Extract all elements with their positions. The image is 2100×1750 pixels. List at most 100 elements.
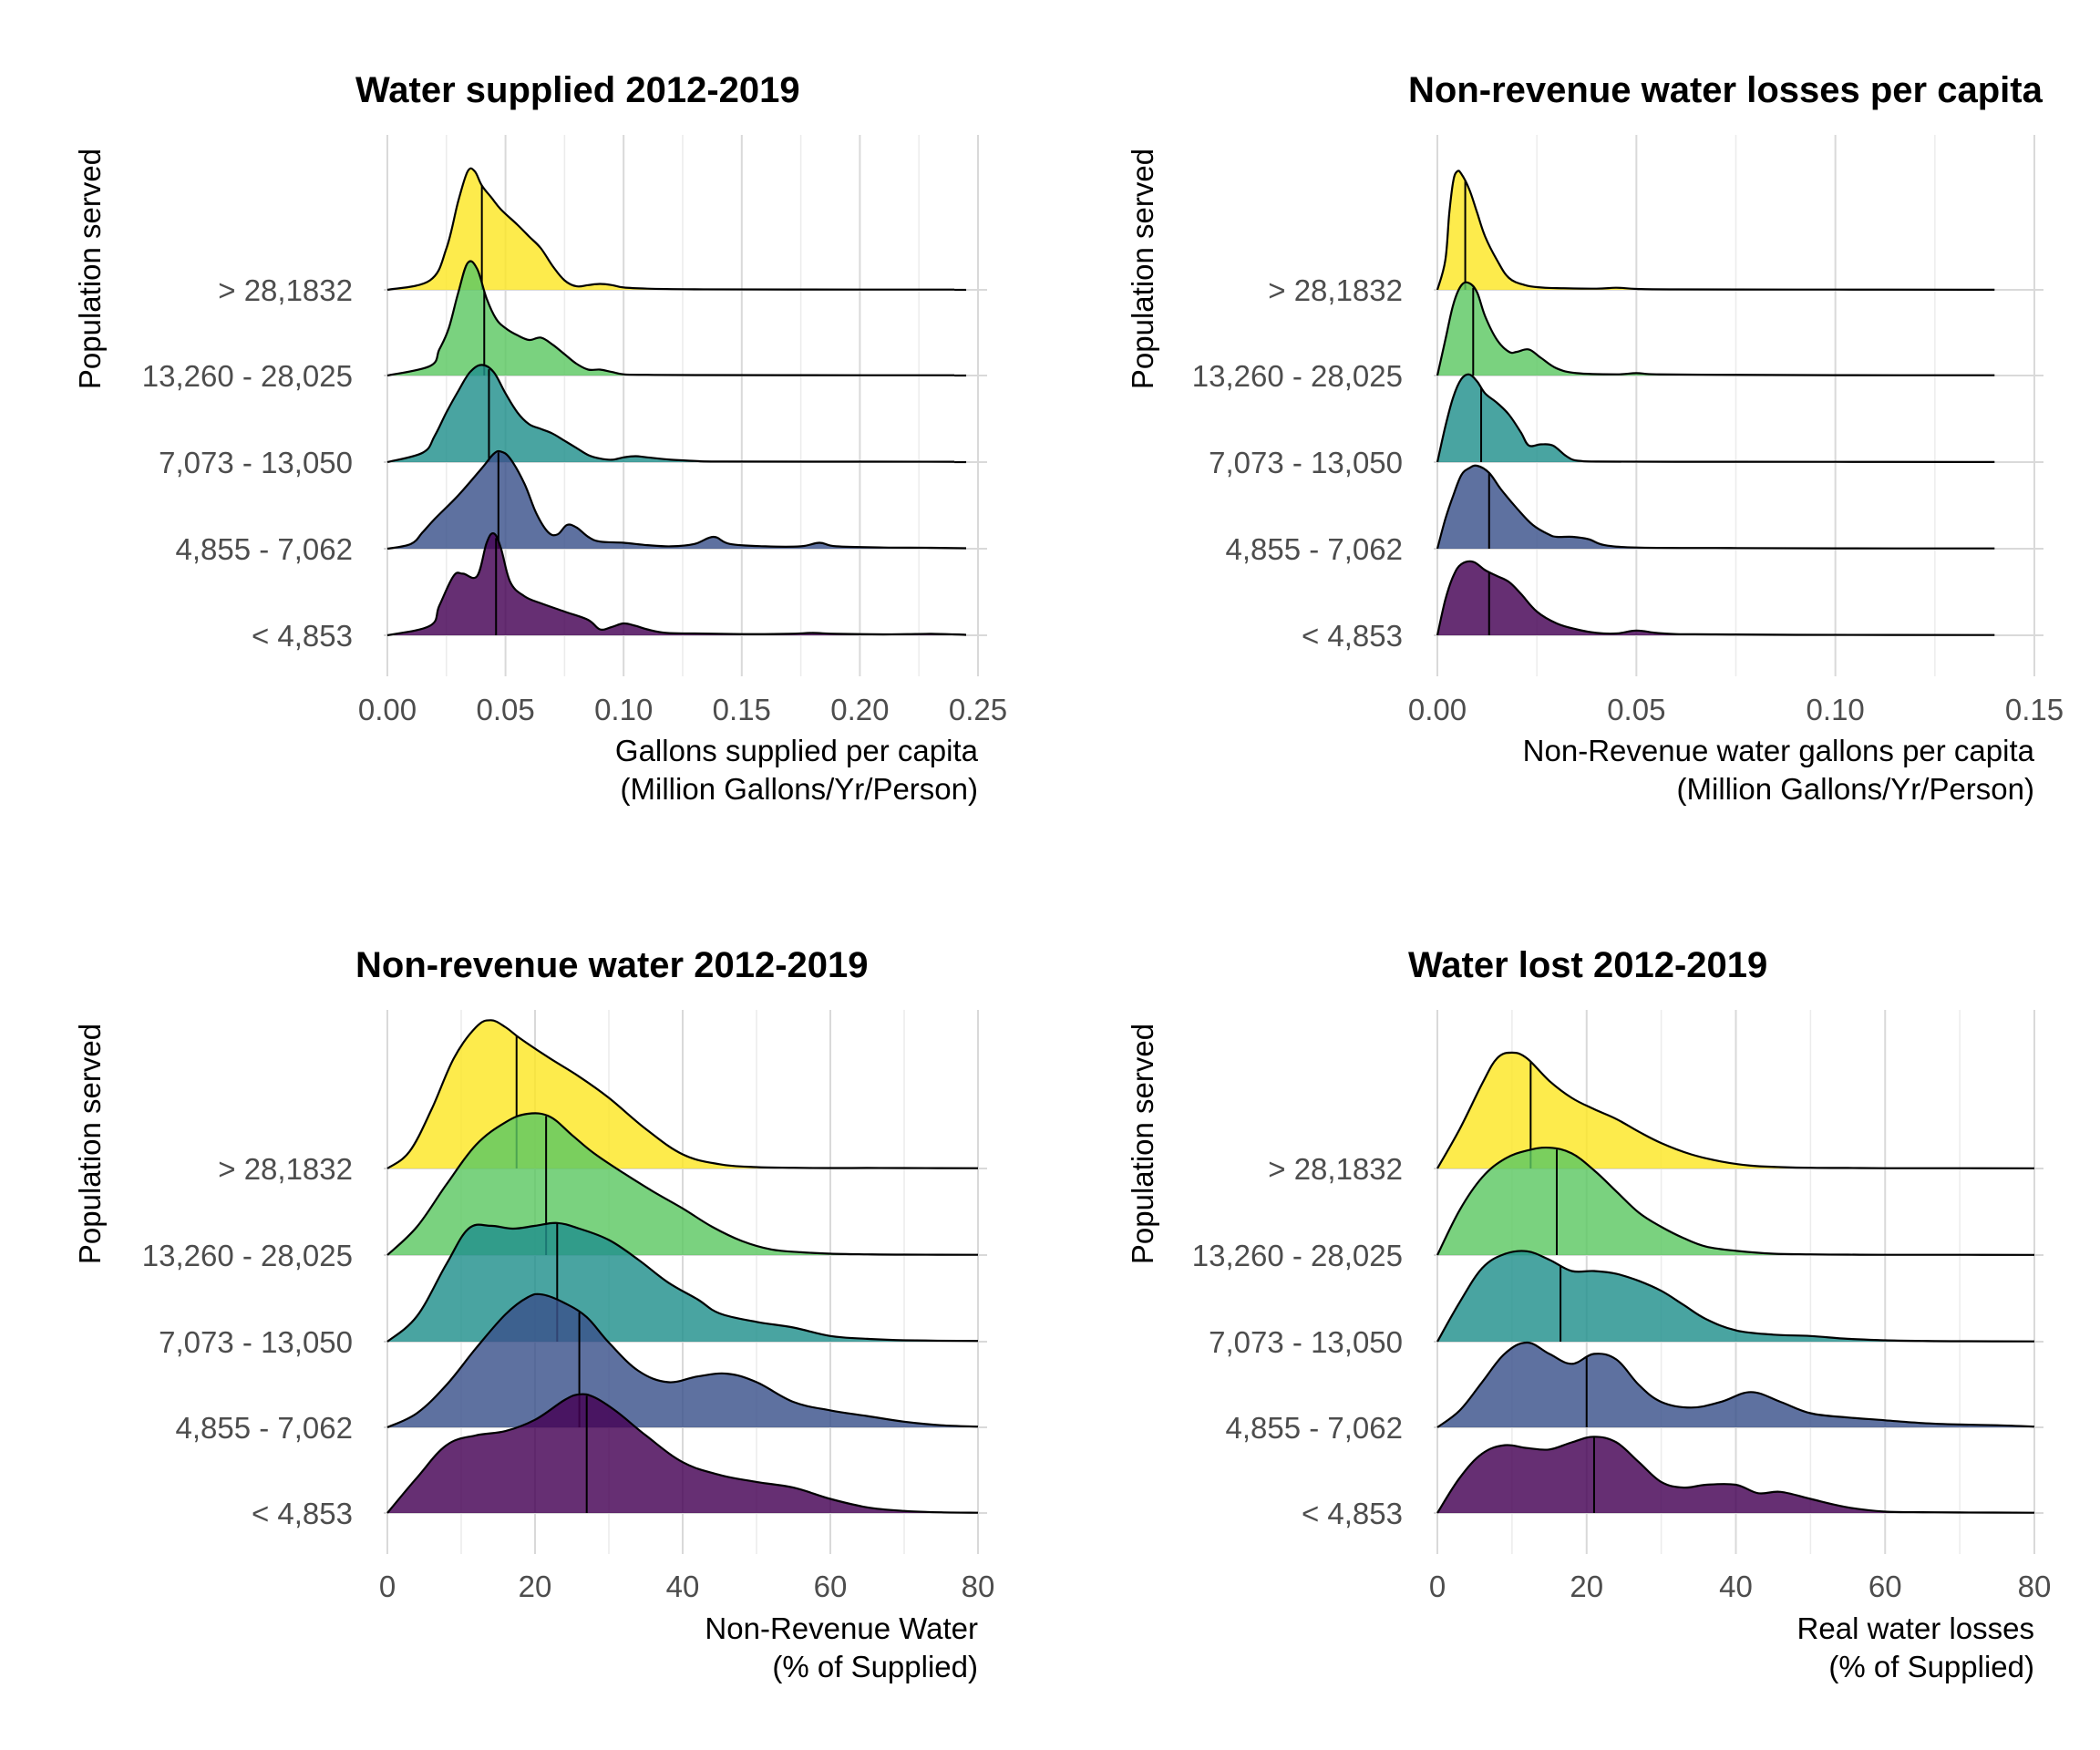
- density-outline: [386, 260, 955, 377]
- x-axis-title-line2: (% of Supplied): [1828, 1650, 2034, 1683]
- x-tick-label: 80: [962, 1570, 995, 1603]
- ridge-4-853: [386, 531, 967, 637]
- ridge-4-855-7-062: [1436, 464, 1995, 550]
- density-outline: [1436, 1341, 2035, 1428]
- y-tick-label: 13,260 - 28,025: [142, 359, 353, 393]
- density-area: [1437, 561, 1995, 635]
- panel-title: Non-revenue water losses per capita: [1408, 70, 2043, 110]
- y-tick-label: 4,855 - 7,062: [176, 532, 354, 566]
- x-tick-label: 0.05: [1607, 693, 1665, 726]
- density-outline: [386, 1019, 979, 1169]
- ridge-28-1832: [1436, 170, 1995, 291]
- density-area: [1437, 1052, 2034, 1168]
- ridge-4-853: [386, 1393, 979, 1514]
- x-tick-label: 40: [1719, 1570, 1753, 1603]
- density-area: [387, 1293, 978, 1427]
- y-tick-label: 7,073 - 13,050: [159, 446, 353, 479]
- density-outline: [386, 1112, 979, 1256]
- y-tick-label: > 28,1832: [1268, 1152, 1403, 1186]
- y-tick-label: < 4,853: [252, 1497, 353, 1530]
- density-outline: [386, 449, 967, 551]
- panel-4: < 4,853 4,855 - 7,062 7,073 - 13,050 13,260…: [1126, 945, 2051, 1683]
- density-area: [1437, 170, 1995, 290]
- density-outline: [1436, 373, 1995, 463]
- y-axis-title: Population served: [1126, 1024, 1159, 1264]
- density-outline: [1436, 281, 1995, 376]
- x-tick-label: 0.25: [949, 693, 1007, 726]
- density-area: [1437, 374, 1995, 462]
- y-axis-title: Population served: [1126, 149, 1159, 389]
- density-outline: [386, 1221, 979, 1343]
- density-area: [1437, 1251, 2034, 1342]
- ridge-28-1832: [386, 167, 967, 292]
- x-tick-label: 0.10: [594, 693, 653, 726]
- density-outline: [1436, 170, 1995, 291]
- density-area: [1437, 1436, 2034, 1513]
- ridge-4-853: [1436, 1436, 2035, 1514]
- x-tick-label: 0: [1429, 1570, 1446, 1603]
- x-tick-label: 0.15: [713, 693, 771, 726]
- density-outline: [386, 1292, 979, 1428]
- density-area: [1437, 282, 1995, 376]
- density-outline: [1436, 1146, 2035, 1256]
- panel-3: < 4,853 4,855 - 7,062 7,073 - 13,050 13,260…: [73, 945, 994, 1683]
- y-tick-label: < 4,853: [252, 619, 353, 653]
- x-tick-label: 0.00: [358, 693, 417, 726]
- panel-title: Water supplied 2012-2019: [355, 70, 800, 110]
- density-outline: [1436, 1250, 2035, 1343]
- density-outline: [386, 1393, 979, 1514]
- ridge-7-073-13-050: [1436, 373, 1995, 463]
- x-tick-label: 20: [519, 1570, 552, 1603]
- x-axis-title-line1: Real water losses: [1797, 1611, 2034, 1645]
- ridge-7-073-13-050: [386, 364, 967, 464]
- ridge-4-855-7-062: [386, 449, 967, 551]
- y-tick-label: 7,073 - 13,050: [159, 1325, 353, 1359]
- density-outline: [386, 167, 955, 292]
- x-axis-title-line2: (Million Gallons/Yr/Person): [621, 772, 978, 806]
- y-tick-label: > 28,1832: [1268, 273, 1403, 307]
- density-area: [1437, 465, 1995, 549]
- density-area: [387, 1113, 978, 1255]
- density-area: [387, 450, 966, 549]
- density-area: [387, 261, 955, 376]
- density-area: [387, 168, 955, 290]
- y-tick-label: 13,260 - 28,025: [142, 1239, 353, 1272]
- ridge-13-260-28-025: [1436, 281, 1995, 376]
- x-axis-title-line1: Non-Revenue water gallons per capita: [1523, 734, 2035, 767]
- density-area: [387, 533, 966, 635]
- ridge-13-260-28-025: [386, 260, 967, 377]
- y-axis-title: Population served: [73, 1024, 107, 1264]
- panel-2: < 4,853 4,855 - 7,062 7,073 - 13,050 13,260…: [1126, 70, 2064, 806]
- y-tick-label: 4,855 - 7,062: [1226, 1411, 1404, 1445]
- x-axis-title-line1: Gallons supplied per capita: [615, 734, 979, 767]
- density-outline: [386, 531, 967, 637]
- x-tick-label: 60: [814, 1570, 848, 1603]
- density-outline: [1436, 1051, 2035, 1169]
- x-tick-label: 0.20: [830, 693, 889, 726]
- y-tick-label: > 28,1832: [218, 273, 353, 307]
- density-outline: [1436, 464, 1995, 550]
- panel-1: < 4,853 4,855 - 7,062 7,073 - 13,050 13,260…: [73, 70, 1007, 806]
- y-tick-label: > 28,1832: [218, 1152, 353, 1186]
- x-tick-label: 40: [666, 1570, 700, 1603]
- y-tick-label: < 4,853: [1302, 1497, 1403, 1530]
- ridge-7-073-13-050: [1436, 1250, 2035, 1343]
- x-tick-label: 20: [1570, 1570, 1603, 1603]
- x-tick-label: 80: [2018, 1570, 2052, 1603]
- density-outline: [386, 364, 955, 464]
- panel-title: Non-revenue water 2012-2019: [355, 945, 869, 985]
- y-tick-label: 13,260 - 28,025: [1192, 1239, 1403, 1272]
- x-tick-label: 0.05: [476, 693, 534, 726]
- x-tick-label: 60: [1868, 1570, 1902, 1603]
- x-axis-title-line2: (% of Supplied): [772, 1650, 978, 1683]
- y-tick-label: 4,855 - 7,062: [1226, 532, 1404, 566]
- x-tick-label: 0.15: [2005, 693, 2064, 726]
- density-outline: [1436, 560, 1995, 636]
- y-tick-label: 13,260 - 28,025: [1192, 359, 1403, 393]
- ridge-4-855-7-062: [1436, 1341, 2035, 1428]
- x-axis-title-line2: (Million Gallons/Yr/Person): [1677, 772, 2034, 806]
- y-axis-title: Population served: [73, 149, 107, 389]
- density-area: [1437, 1148, 2034, 1255]
